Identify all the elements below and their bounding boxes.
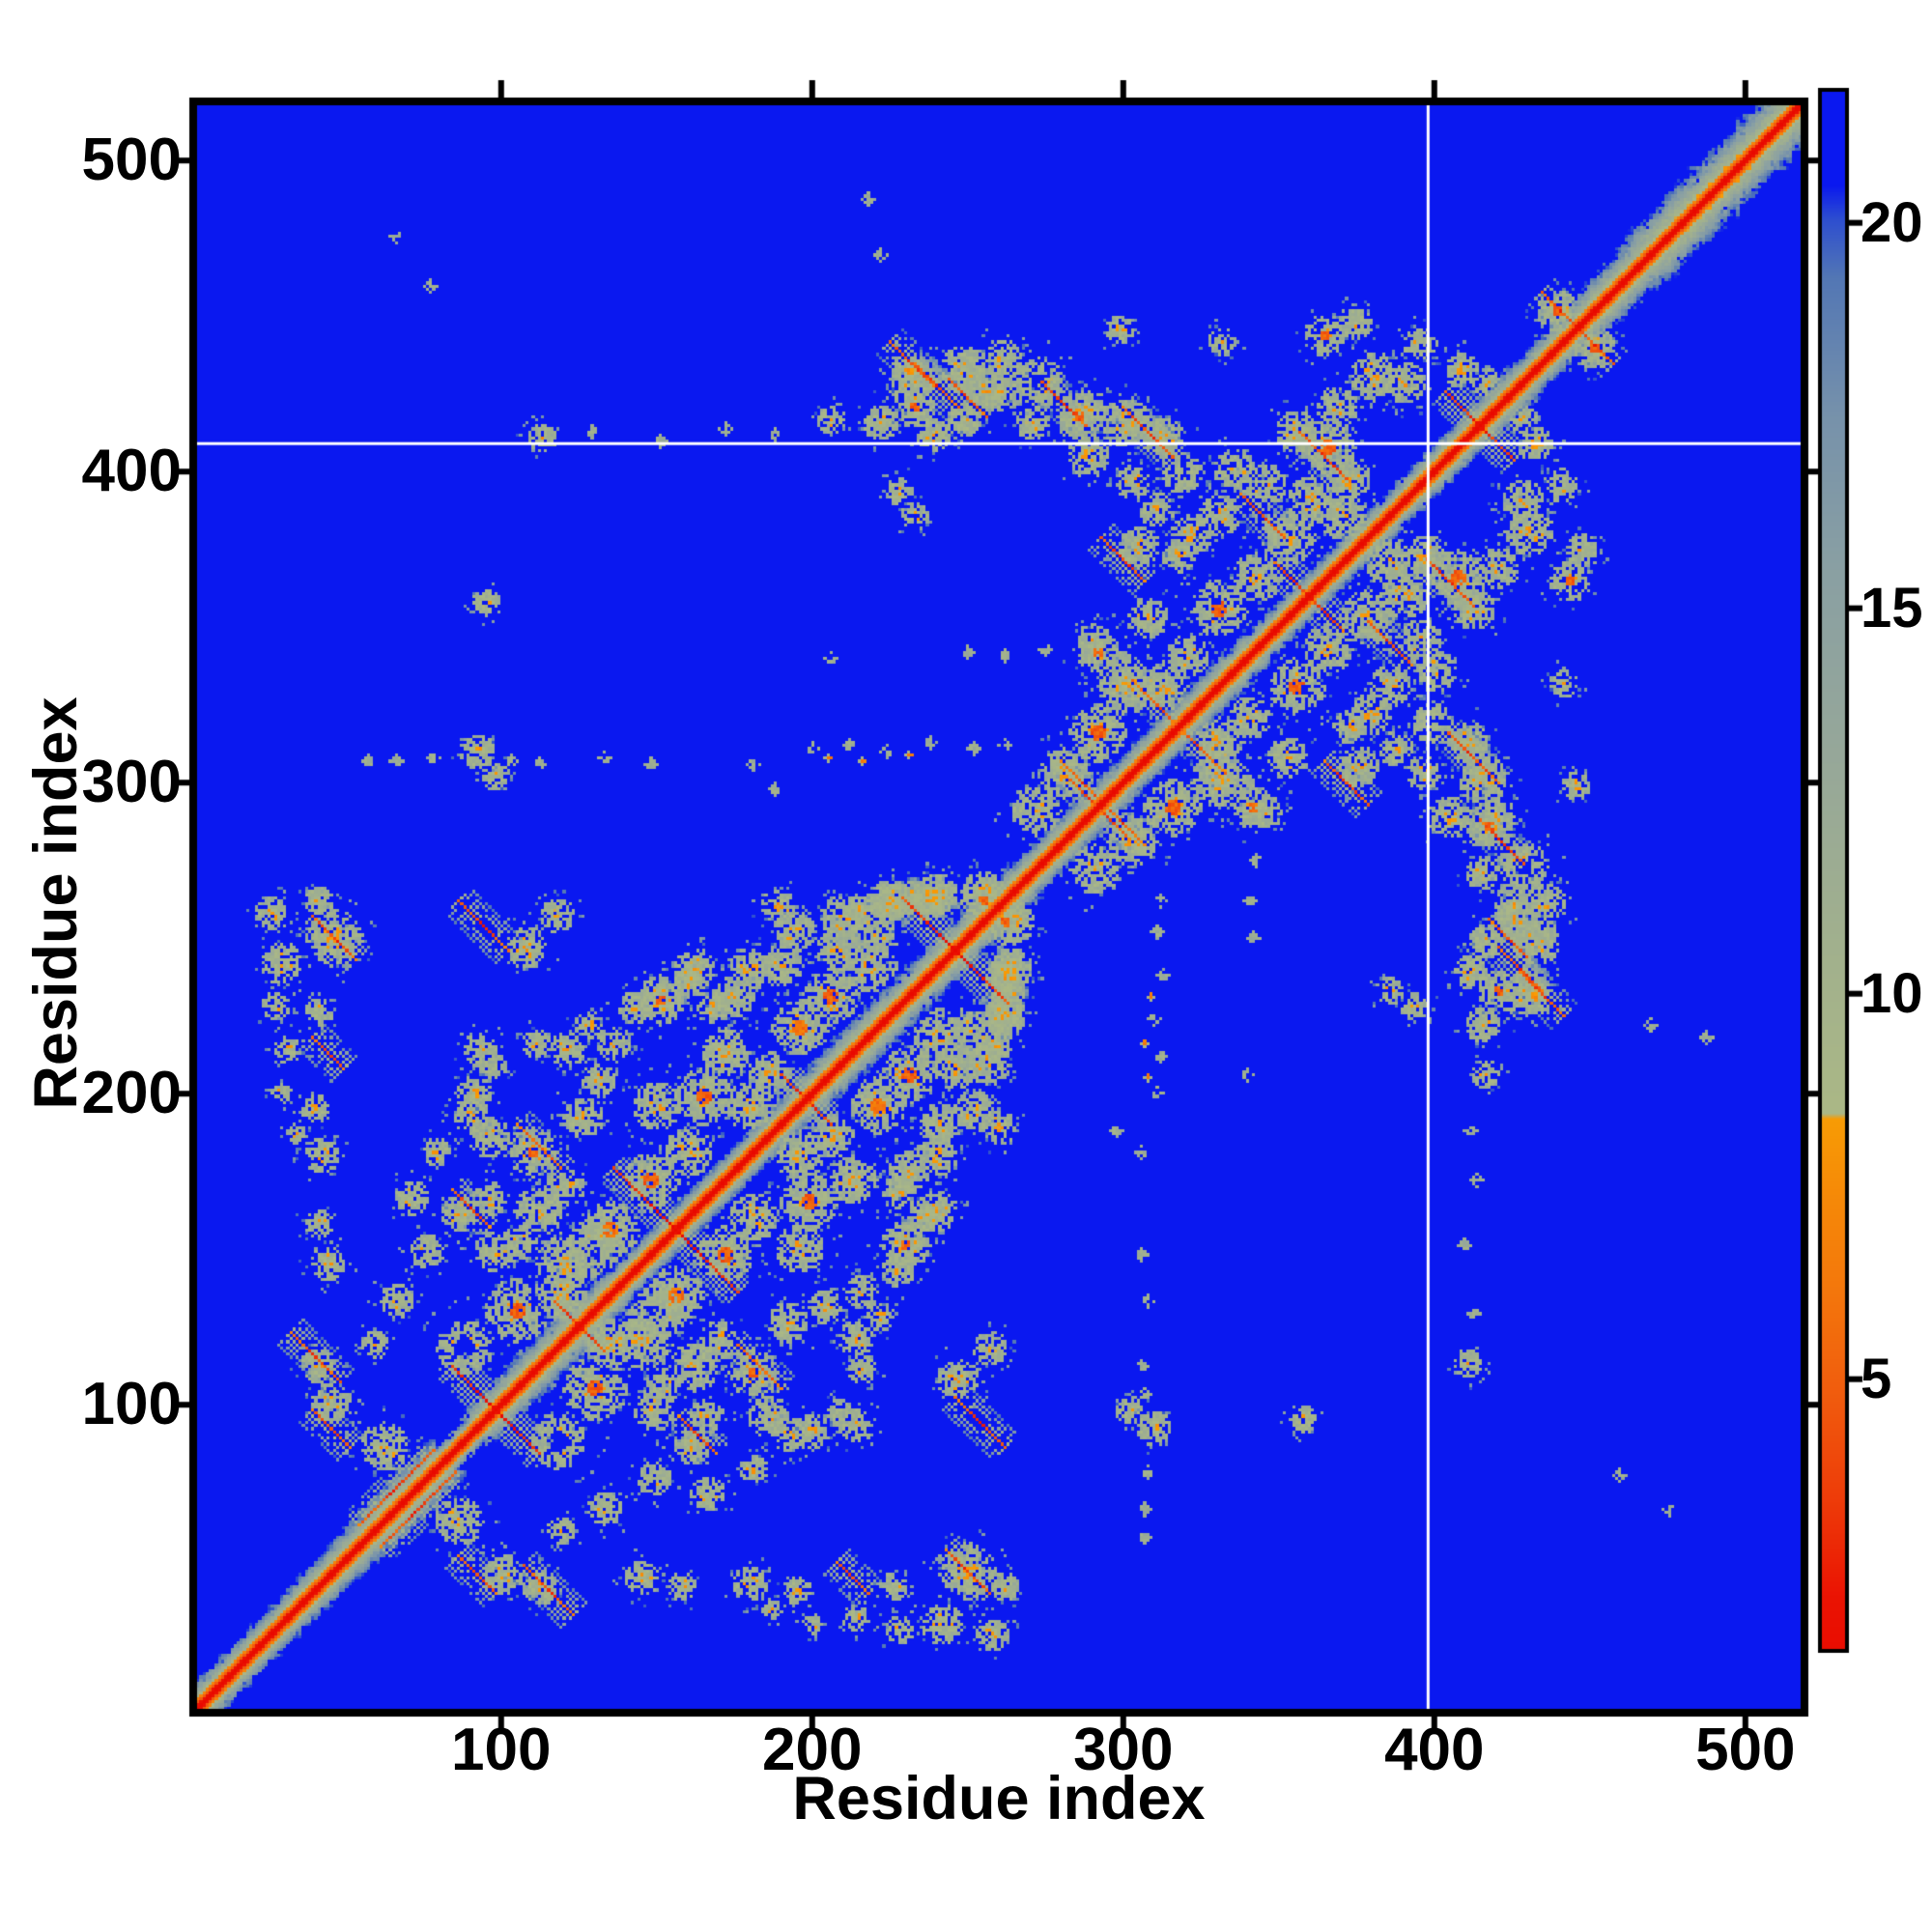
y-tick-label: 400 xyxy=(81,438,182,505)
y-tick-label: 300 xyxy=(81,749,182,816)
x-axis-title: Residue index xyxy=(792,1765,1206,1833)
x-tick-label: 100 xyxy=(451,1717,552,1783)
y-tick-label: 100 xyxy=(81,1371,182,1438)
x-tick-label: 400 xyxy=(1384,1717,1485,1783)
y-tick-label: 200 xyxy=(81,1060,182,1127)
colorbar-tick-label: 20 xyxy=(1861,190,1923,254)
colorbar-tick-label: 5 xyxy=(1861,1347,1892,1410)
y-tick-label: 500 xyxy=(81,127,182,194)
x-tick-label: 500 xyxy=(1695,1717,1796,1783)
x-tick-label: 300 xyxy=(1073,1717,1174,1783)
colorbar-tick-label: 15 xyxy=(1861,576,1923,639)
colorbar-tick-label: 10 xyxy=(1861,961,1923,1025)
x-tick-label: 200 xyxy=(762,1717,863,1783)
